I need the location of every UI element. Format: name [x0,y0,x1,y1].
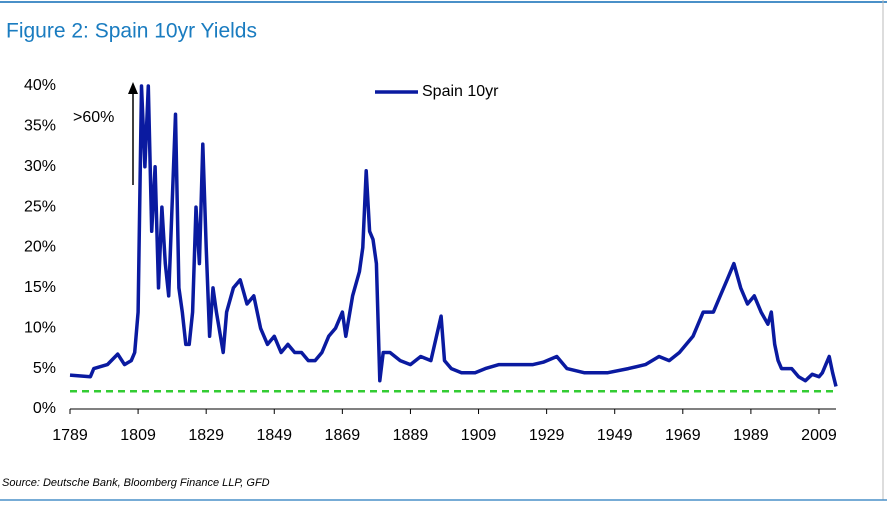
x-tick-label: 1989 [733,427,769,444]
x-tick-label: 1789 [52,427,88,444]
y-tick-label: 25% [24,198,56,215]
y-tick-label: 30% [24,158,56,175]
y-tick-label: 10% [24,319,56,336]
y-tick-label: 15% [24,279,56,296]
x-tick-label: 1869 [325,427,361,444]
annotation-arrowhead [128,82,138,94]
x-tick-label: 1889 [393,427,429,444]
y-tick-label: 20% [24,239,56,256]
y-tick-label: 40% [24,77,56,94]
x-tick-label: 1929 [529,427,565,444]
x-tick-label: 1809 [120,427,156,444]
y-tick-label: 0% [33,400,56,417]
x-tick-label: 1969 [665,427,701,444]
y-tick-label: 35% [24,118,56,135]
line-series [69,84,838,387]
x-tick-label: 2009 [801,427,837,444]
y-tick-label: 5% [33,360,56,377]
x-tick-label: 1849 [256,427,292,444]
legend-label: Spain 10yr [422,83,499,100]
x-tick-label: 1829 [188,427,224,444]
chart-title: Figure 2: Spain 10yr Yields [6,20,257,43]
x-tick-label: 1949 [597,427,633,444]
source: Source: Deutsche Bank, Bloomberg Finance… [2,477,270,489]
annotation: >60% [73,109,114,126]
x-tick-label: 1909 [461,427,497,444]
